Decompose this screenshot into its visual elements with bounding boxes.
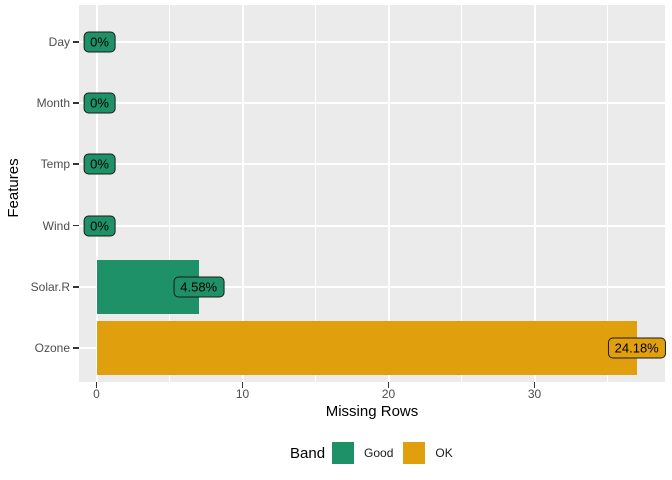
minor-gridline [168,5,171,382]
x-tick-mark [387,382,390,388]
minor-gridline [460,5,463,382]
y-tick-mark [73,224,79,227]
y-tick-mark [73,163,79,166]
y-tick-mark [73,41,79,43]
x-axis-title: Missing Rows [325,403,419,420]
x-tick-mark [533,382,536,388]
x-tick-label: 0 [93,387,100,401]
major-gridline [95,5,98,382]
category-gridline [79,224,665,227]
legend-title: Band [290,444,326,462]
minor-gridline [314,5,317,382]
bar-value-label: 24.18% [607,337,666,359]
x-tick-label: 30 [527,387,542,401]
bar-value-label: 0% [83,31,116,53]
plot-panel [79,5,665,382]
category-gridline [79,102,665,105]
major-gridline [241,5,244,382]
x-tick-mark [241,382,244,388]
bar-value-label: 4.58% [173,276,225,298]
category-label: Month [36,96,70,111]
category-label: Ozone [34,341,70,355]
y-tick-mark [73,347,79,349]
minor-gridline [606,5,609,382]
y-axis-title: Features [5,158,22,218]
legend-label-ok: OK [435,446,453,460]
x-tick-label: 20 [381,387,396,401]
category-label: Day [48,35,70,49]
legend-swatch-good [332,442,355,464]
major-gridline [533,5,536,382]
major-gridline [387,5,390,382]
y-tick-mark [73,102,79,104]
bar-value-label: 0% [83,215,116,237]
category-gridline [79,163,665,166]
y-tick-mark [73,285,79,288]
legend-label-good: Good [364,446,394,460]
bar-value-label: 0% [83,92,116,114]
x-tick-mark [95,382,98,388]
category-label: Wind [42,218,70,233]
category-gridline [79,285,665,288]
legend: Band Good OK [290,442,463,464]
bar-ozone [96,321,637,375]
category-label: Temp [40,157,70,172]
legend-swatch-ok [403,442,426,464]
x-tick-label: 10 [235,387,250,401]
category-label: Solar.R [30,279,70,294]
bar-value-label: 0% [83,153,116,175]
category-gridline [79,41,665,43]
